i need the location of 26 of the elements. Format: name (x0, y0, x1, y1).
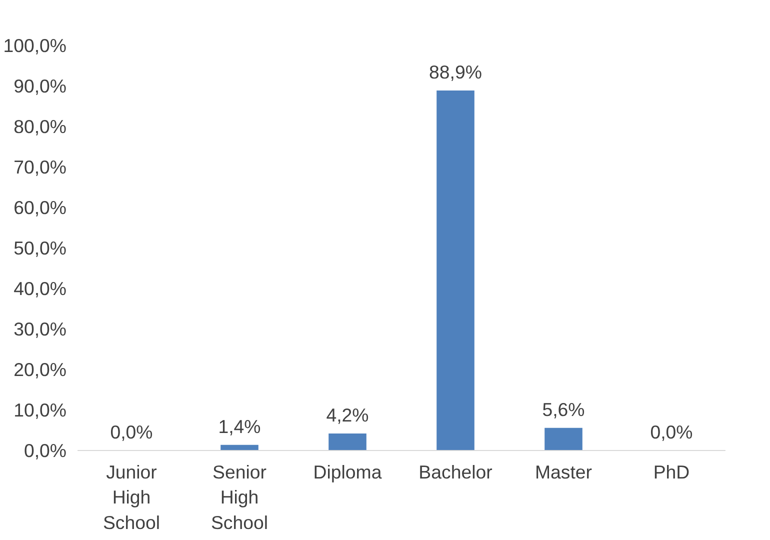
x-tick-label: Diploma (313, 462, 382, 482)
x-tick-label: PhD (653, 462, 690, 482)
data-label: 1,4% (218, 416, 261, 437)
x-tick-label: Bachelor (418, 462, 492, 482)
y-tick-label: 50,0% (14, 238, 67, 258)
y-tick-label: 10,0% (14, 400, 67, 420)
bar (328, 433, 366, 450)
data-label: 4,2% (326, 404, 369, 426)
y-tick-label: 70,0% (14, 156, 67, 178)
y-tick-label: 80,0% (14, 116, 67, 137)
x-tick-label: Master (534, 462, 592, 482)
x-tick-label: Senior High School (210, 462, 268, 533)
y-tick-label: 0,0% (24, 440, 67, 461)
y-tick-label: 100,0% (3, 35, 67, 56)
y-tick-label: 90,0% (14, 76, 67, 96)
data-label: 0,0% (650, 422, 693, 442)
data-label: 0,0% (110, 422, 153, 442)
y-tick-label: 40,0% (14, 278, 67, 299)
x-tick-label: Junior High School (102, 462, 160, 533)
bar (436, 90, 474, 450)
y-tick-label: 30,0% (14, 318, 67, 340)
bar (544, 428, 582, 450)
y-tick-label: 20,0% (14, 359, 67, 380)
data-label: 5,6% (542, 398, 585, 420)
data-label: 88,9% (429, 61, 482, 82)
y-tick-label: 60,0% (14, 197, 67, 218)
